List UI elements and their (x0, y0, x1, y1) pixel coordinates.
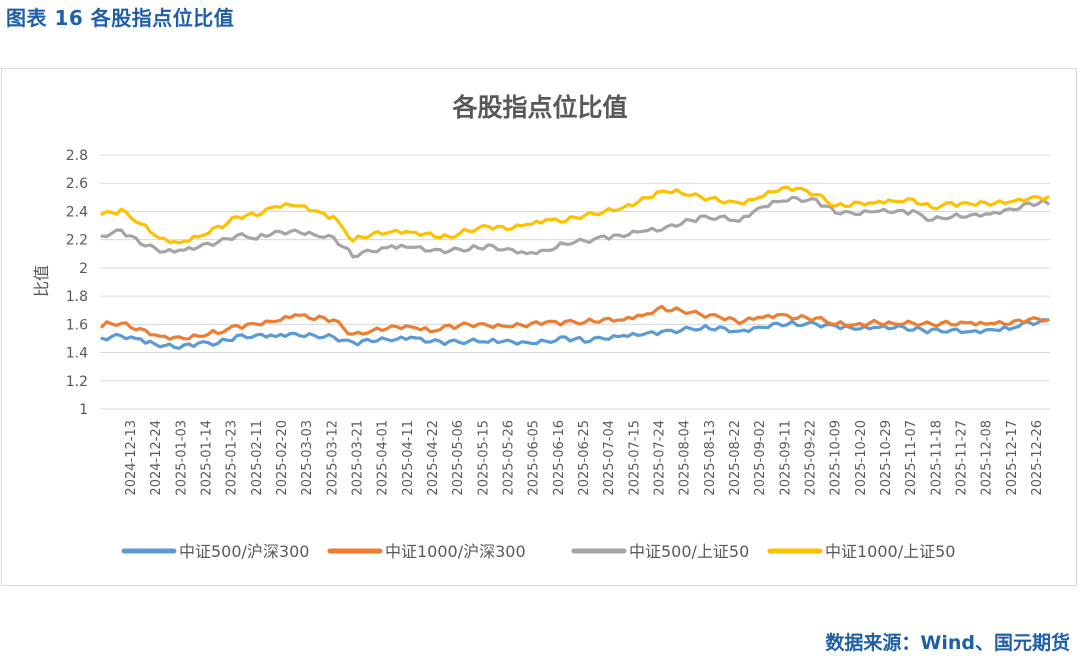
series-line-4 (100, 185, 1050, 245)
y-axis-label: 比值 (32, 265, 51, 297)
x-tick-label: 2025-02-11 (250, 420, 265, 496)
x-tick-label: 2025-02-20 (275, 420, 290, 496)
x-tick-label: 2025-07-04 (602, 420, 617, 496)
series-line-3 (100, 195, 1050, 259)
legend-label: 中证500/沪深300 (179, 542, 309, 561)
y-tick-labels: 1 1.2 1.4 1.6 1.8 2 2.2 2.4 2.6 2.8 (66, 148, 88, 418)
x-tick-label: 2025-11-27 (955, 420, 970, 496)
x-tick-label: 2025-09-11 (778, 420, 793, 496)
x-tick-label: 2025-12-26 (1030, 420, 1045, 496)
x-tick-label: 2025-01-23 (225, 420, 240, 496)
x-tick-label: 2025-10-20 (854, 420, 869, 496)
y-tick-label: 1.2 (66, 374, 88, 390)
x-tick-label: 2025-10-29 (879, 420, 894, 496)
x-tick-label: 2025-09-22 (804, 420, 819, 496)
x-tick-label: 2025-03-12 (325, 420, 340, 496)
x-tick-label: 2025-12-17 (1005, 420, 1020, 496)
y-tick-label: 2.4 (66, 204, 88, 220)
x-tick-label: 2025-11-18 (929, 420, 944, 496)
x-tick-label: 2025-06-05 (527, 420, 542, 496)
x-tick-label: 2025-10-09 (829, 420, 844, 496)
x-tick-label: 2025-04-22 (426, 420, 441, 496)
y-tick-label: 1.8 (66, 289, 88, 305)
x-tick-label: 2025-05-15 (476, 420, 491, 496)
legend-label: 中证1000/上证50 (825, 542, 955, 561)
x-tick-label: 2025-08-13 (703, 420, 718, 496)
y-tick-label: 2 (79, 261, 88, 277)
x-tick-label: 2025-06-25 (577, 420, 592, 496)
x-tick-label: 2025-06-16 (552, 420, 567, 496)
figure-caption: 图表 16 各股指点位比值 (6, 6, 235, 30)
x-tick-label: 2025-01-03 (174, 420, 189, 496)
x-tick-label: 2025-03-21 (351, 420, 366, 496)
gridlines (100, 154, 1050, 410)
x-tick-label: 2025-11-07 (904, 420, 919, 496)
y-tick-label: 2.8 (66, 148, 88, 164)
legend-label: 中证1000/沪深300 (385, 542, 526, 561)
x-tick-label: 2025-04-01 (376, 420, 391, 496)
x-tick-label: 2024-12-24 (149, 420, 164, 496)
x-tick-label: 2025-01-14 (200, 420, 215, 496)
series-lines (100, 185, 1050, 350)
x-tick-label: 2025-04-11 (401, 420, 416, 496)
y-tick-label: 2.6 (66, 176, 88, 192)
x-tick-label: 2025-09-02 (753, 420, 768, 496)
x-tick-label: 2025-07-24 (653, 420, 668, 496)
data-source-note: 数据来源：Wind、国元期货 (825, 632, 1070, 654)
x-tick-label: 2025-03-03 (300, 420, 315, 496)
chart-title: 各股指点位比值 (451, 93, 627, 122)
series-line-1 (100, 318, 1050, 350)
x-tick-label: 2025-12-08 (980, 420, 995, 496)
x-tick-label: 2025-08-04 (678, 420, 693, 496)
y-tick-label: 1.6 (66, 317, 88, 333)
series-line-2 (100, 304, 1050, 341)
y-tick-label: 1.4 (66, 346, 88, 362)
x-tick-label: 2024-12-13 (124, 420, 139, 496)
legend: 中证500/沪深300 中证1000/沪深300 中证500/上证50 中证1000/… (121, 542, 955, 561)
y-tick-label: 1 (79, 402, 88, 418)
x-tick-labels: 2024-12-13 2024-12-24 2025-01-03 2025-01-14… (124, 420, 1045, 496)
y-tick-label: 2.2 (66, 233, 88, 249)
x-tick-label: 2025-05-26 (502, 420, 517, 496)
x-tick-label: 2025-05-06 (451, 420, 466, 496)
x-tick-label: 2025-07-15 (627, 420, 642, 496)
x-tick-label: 2025-08-22 (728, 420, 743, 496)
legend-label: 中证500/上证50 (629, 542, 749, 561)
